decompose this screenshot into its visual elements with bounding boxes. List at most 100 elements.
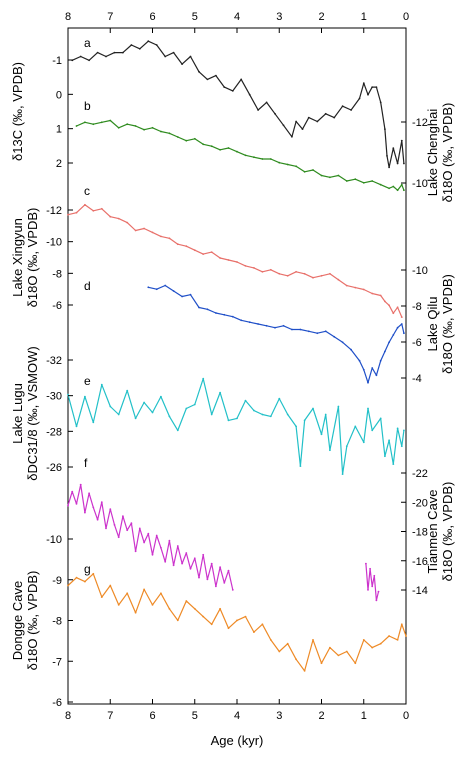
data-point: [337, 174, 340, 177]
data-point: [105, 527, 107, 530]
data-point: [88, 59, 90, 62]
data-point: [236, 261, 238, 263]
data-point: [301, 128, 304, 131]
data-point: [210, 623, 213, 626]
data-point: [223, 313, 226, 316]
data-point: [151, 411, 154, 414]
bottom-x-tick-label: 2: [318, 710, 324, 722]
data-point: [164, 560, 167, 563]
data-point: [324, 330, 327, 333]
data-point: [388, 166, 390, 169]
data-point: [320, 433, 323, 436]
bottom-x-tick-label: 6: [149, 710, 155, 722]
data-point: [189, 55, 192, 58]
data-point: [75, 211, 78, 214]
data-point: [117, 217, 120, 220]
data-point: [377, 590, 380, 593]
y-tick-label: -8: [52, 616, 62, 628]
data-point: [392, 463, 395, 465]
data-point: [92, 421, 95, 424]
data-point: [138, 527, 141, 530]
data-point: [227, 259, 230, 261]
y-axis-title-f: δ18O (‰, VPDB): [440, 482, 455, 582]
data-point: [206, 578, 209, 581]
data-point: [109, 215, 112, 218]
y-axis-title-b: δ18O (‰, VPDB): [440, 103, 455, 203]
data-point: [160, 592, 162, 595]
data-point: [134, 229, 137, 232]
data-point: [134, 550, 137, 553]
data-point: [312, 407, 314, 410]
panel-b: -12 -10 b Lake Chenghai δ18O (‰, VPDB): [75, 99, 455, 203]
data-point: [384, 128, 386, 131]
data-point: [147, 532, 150, 535]
y-tick-label: -9: [52, 575, 62, 587]
data-point: [329, 176, 331, 179]
data-point: [403, 429, 405, 432]
x-axis-title: Age (kyr): [211, 733, 264, 748]
data-point: [227, 569, 230, 572]
data-point: [193, 557, 196, 560]
data-point: [265, 324, 268, 327]
data-point: [253, 409, 255, 412]
data-point: [362, 82, 365, 85]
data-point: [151, 604, 154, 606]
panel-letter-b: b: [84, 99, 91, 113]
data-point: [172, 51, 175, 54]
data-point: [96, 51, 99, 54]
data-point: [117, 126, 120, 129]
data-point: [274, 326, 276, 329]
data-point: [379, 294, 382, 297]
data-point: [371, 585, 374, 588]
data-point: [105, 55, 107, 58]
y-tick-label: -28: [46, 426, 62, 438]
y-axis-title-e: δDC31/8 (‰, VSMOW): [25, 346, 40, 480]
data-point: [109, 119, 112, 122]
data-point: [176, 243, 179, 246]
data-point: [134, 611, 137, 614]
panel-g: -10 -9 -8 -7 -6 g Dongge Cave δ18O (‰, VPDB): [10, 534, 407, 709]
y-tick-label: -6: [52, 697, 62, 709]
data-point: [324, 112, 327, 115]
data-point: [75, 125, 78, 127]
data-point: [227, 147, 230, 149]
data-point: [193, 249, 196, 252]
top-x-tick-label: 5: [192, 11, 198, 23]
data-point: [172, 290, 175, 292]
data-point: [303, 419, 306, 422]
data-point: [261, 270, 264, 273]
data-point: [388, 635, 390, 637]
data-point: [240, 319, 243, 322]
panel-d: -10 -8 -6 -4 d Lake Qilu δ18O (‰, VPDB): [84, 265, 455, 385]
data-point: [367, 93, 369, 96]
data-point: [210, 413, 213, 416]
data-point: [371, 367, 374, 369]
data-point: [358, 97, 361, 100]
data-point: [371, 180, 374, 182]
data-point: [400, 445, 403, 448]
data-point: [244, 399, 247, 402]
data-point: [403, 189, 405, 192]
data-point: [392, 147, 395, 150]
data-point: [75, 576, 78, 579]
top-x-tick-label: 1: [361, 11, 367, 23]
y-tick-label: -18: [412, 527, 428, 539]
data-point: [265, 101, 268, 104]
data-point: [253, 156, 255, 159]
data-point: [295, 658, 297, 661]
data-point: [379, 417, 382, 420]
data-point: [400, 623, 403, 626]
data-point: [362, 368, 365, 371]
data-point: [282, 124, 285, 127]
panel-a: -1 0 1 2 a δ13C (‰, VPDB): [10, 36, 405, 170]
data-point: [193, 403, 196, 406]
top-x-tick-label: 0: [403, 11, 409, 23]
y-axis-title-a: δ13C (‰, VPDB): [10, 62, 25, 161]
panel-f: [365, 562, 380, 602]
data-point: [231, 315, 234, 318]
panel-letter-d: d: [84, 279, 91, 293]
data-point: [176, 136, 179, 138]
data-point: [117, 413, 120, 416]
